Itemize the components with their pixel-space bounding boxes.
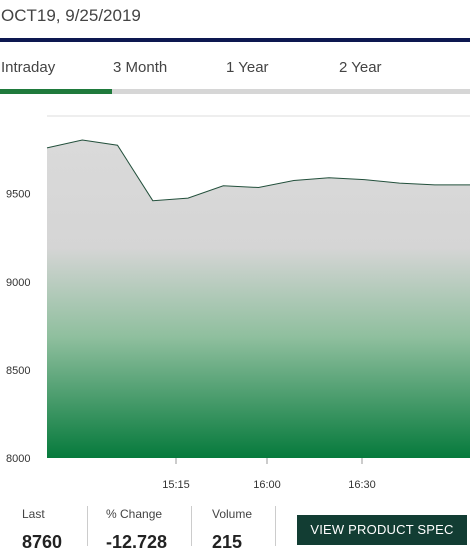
y-tick-label: 9000 <box>6 277 30 289</box>
x-tick-label: 16:30 <box>348 479 376 491</box>
stat-divider <box>87 506 88 546</box>
tab-1-year[interactable]: 1 Year <box>226 59 269 76</box>
x-tick-label: 16:00 <box>253 479 281 491</box>
stat-volume-label: Volume <box>212 507 253 521</box>
price-line <box>46 139 470 202</box>
tab-3-month[interactable]: 3 Month <box>113 59 168 76</box>
x-axis: 15:15 16:00 16:30 <box>162 458 376 491</box>
header-divider <box>0 38 470 42</box>
y-tick-label: 8000 <box>6 453 30 465</box>
tab-track <box>0 89 470 94</box>
x-tick-label: 15:15 <box>162 479 190 491</box>
price-chart: 9500 9000 8500 8000 15:15 16:00 16:30 <box>6 115 470 491</box>
stat-last-value: 8760 <box>22 532 63 552</box>
contract-date-subtitle: OCT19, 9/25/2019 <box>1 6 141 25</box>
view-product-spec-button[interactable]: VIEW PRODUCT SPEC <box>297 515 467 545</box>
stat-change: % Change -12.728 <box>106 504 191 552</box>
price-area-fill <box>47 140 470 458</box>
y-axis: 9500 9000 8500 8000 <box>6 189 30 465</box>
tab-intraday[interactable]: Intraday <box>1 59 56 76</box>
y-tick-label: 8500 <box>6 365 30 377</box>
stat-last: Last 8760 <box>22 504 107 552</box>
stat-last-label: Last <box>22 507 45 521</box>
stat-divider <box>191 506 192 546</box>
stat-change-label: % Change <box>106 507 163 521</box>
y-tick-label: 9500 <box>6 189 30 201</box>
stat-volume-value: 215 <box>212 532 243 552</box>
tab-active-indicator <box>0 89 112 94</box>
stat-divider <box>275 506 276 546</box>
tab-2-year[interactable]: 2 Year <box>339 59 382 76</box>
timeframe-tabs: Intraday 3 Month 1 Year 2 Year <box>0 59 470 99</box>
clipped-page-title <box>0 0 470 5</box>
stat-volume: Volume 215 <box>212 504 297 552</box>
stats-bar: Last 8760 % Change -12.728 Volume 215 VI… <box>0 500 470 552</box>
stat-change-value: -12.728 <box>106 532 168 552</box>
